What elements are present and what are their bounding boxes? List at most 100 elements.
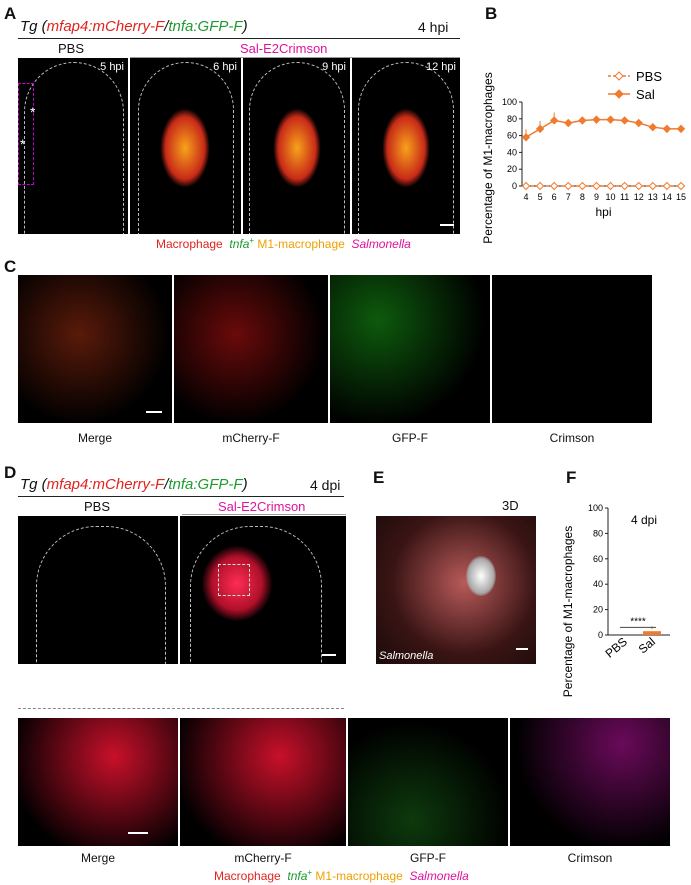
tg-prefix: Tg ( xyxy=(20,476,47,493)
transgenic-title-a: Tg (mfap4:mCherry-F/tnfa:GFP-F) xyxy=(20,18,248,35)
time-label-a: 4 hpi xyxy=(418,19,449,35)
legend-marker-sal xyxy=(614,89,624,99)
fin-outline xyxy=(358,62,454,234)
time-stamp: 12 hpi xyxy=(426,61,456,73)
caption-d-gfp: GFP-F xyxy=(410,851,446,865)
e-3d-tag: 3D xyxy=(502,498,519,513)
e-salmonella-label: Salmonella xyxy=(379,650,434,662)
image-c-mcherry xyxy=(174,275,328,423)
x-tick-label: 9 xyxy=(594,192,599,202)
image-c-merge xyxy=(18,275,172,423)
tg-sep: / xyxy=(164,18,169,35)
data-point-pbs xyxy=(564,181,573,191)
data-point-pbs xyxy=(620,181,629,191)
x-axis-label: hpi xyxy=(595,205,611,219)
asterisk-marker: * xyxy=(20,136,26,152)
legend-d: Macrophage tnfa+ M1-macrophage Salmonell… xyxy=(214,868,469,883)
fin-outline xyxy=(138,62,234,234)
panel-label-a: A xyxy=(4,4,17,23)
title-rule-a xyxy=(18,38,460,39)
sal-rule-a xyxy=(130,57,460,58)
time-stamp: 6 hpi xyxy=(213,61,237,73)
fin-outline xyxy=(249,62,345,234)
y-tick-label: 40 xyxy=(593,579,603,589)
chart-b: 0 20 40 60 80 100 4 5 6 7 8 9 10 11 12 13 14 15 hpi Percent… xyxy=(481,69,686,244)
data-point-pbs xyxy=(549,181,559,191)
x-tick-label: 10 xyxy=(606,192,616,202)
legend-m1: M1-macrophage xyxy=(312,869,403,883)
data-point-pbs xyxy=(606,181,615,191)
caption-d-merge: Merge xyxy=(80,851,115,865)
asterisk-marker: * xyxy=(30,104,36,120)
panel-label-d: D xyxy=(4,463,17,482)
time-stamp: 5 hpi xyxy=(100,61,124,73)
roi-box xyxy=(18,83,34,185)
data-point-pbs xyxy=(634,181,643,191)
data-point-pbs xyxy=(535,181,545,191)
tg-suffix: ) xyxy=(242,476,248,493)
y-tick-label: 80 xyxy=(507,114,517,124)
legend-salmonella: Salmonella xyxy=(351,237,411,251)
y-tick-label: 60 xyxy=(593,554,603,564)
x-tick-label: 14 xyxy=(662,192,672,202)
y-axis-label: Percentage of M1-macrophages xyxy=(481,72,495,243)
caption-c-gfp: GFP-F xyxy=(392,431,428,445)
legend-label-pbs: PBS xyxy=(636,69,662,84)
legend-tnfa-plus: + xyxy=(249,236,255,245)
y-tick-label: 0 xyxy=(598,630,603,640)
time-stamp: 9 hpi xyxy=(322,61,346,73)
image-d-zoom-mcherry xyxy=(180,718,346,846)
y-tick-label: 60 xyxy=(507,131,517,141)
legend-a: Macrophage tnfa+ M1-macrophage Salmonell… xyxy=(156,236,411,251)
data-point-sal xyxy=(676,124,686,134)
image-sal-6hpi: 6 hpi xyxy=(130,58,241,234)
image-d-zoom-merge xyxy=(18,718,178,846)
salmonella-cluster xyxy=(466,556,496,596)
x-tick-label: Sal xyxy=(636,635,658,657)
image-pbs-5hpi: * * 5 hpi xyxy=(18,58,128,234)
data-point-pbs xyxy=(521,181,531,191)
legend-tnfa: tnfa xyxy=(229,237,250,251)
x-tick-label: 5 xyxy=(538,192,543,202)
image-d-zoom-crimson xyxy=(510,718,670,846)
tg-sep: / xyxy=(164,476,169,493)
data-point-sal xyxy=(592,115,601,124)
data-point-sal xyxy=(564,118,573,128)
series-line-sal xyxy=(525,118,681,138)
image-d-pbs xyxy=(18,516,178,664)
image-e-3d: Salmonella xyxy=(376,516,536,664)
scale-bar xyxy=(322,654,336,656)
y-tick-label: 20 xyxy=(593,605,603,615)
x-tick-label: 6 xyxy=(552,192,557,202)
scale-bar xyxy=(146,411,162,413)
infection-site xyxy=(382,108,430,188)
data-point-sal xyxy=(648,122,658,132)
legend-label-sal: Sal xyxy=(636,87,655,102)
panel-label-e: E xyxy=(373,468,385,487)
time-label-d: 4 dpi xyxy=(310,477,341,493)
annotation-4dpi: 4 dpi xyxy=(631,513,657,527)
panel-label-b: B xyxy=(485,4,498,23)
infection-site xyxy=(160,108,210,188)
chart-f: 0 20 40 60 80 100 PBS Sal **** 4 dpi Percentage of… xyxy=(561,503,670,697)
zoom-box xyxy=(218,564,250,596)
title-rule-d xyxy=(18,496,344,497)
significance-label: **** xyxy=(630,616,646,627)
image-c-crimson xyxy=(492,275,652,423)
tg-suffix: ) xyxy=(242,18,248,35)
pbs-label-a: PBS xyxy=(58,41,85,56)
data-point-pbs xyxy=(662,181,672,191)
tg-red: mfap4:mCherry-F xyxy=(46,18,165,35)
y-tick-label: 20 xyxy=(507,164,517,174)
tg-red: mfap4:mCherry-F xyxy=(46,476,165,493)
scale-bar xyxy=(128,832,148,834)
fin-outline xyxy=(36,526,166,664)
legend-m1: M1-macrophage xyxy=(254,237,345,251)
panel-label-f: F xyxy=(566,468,577,487)
tg-green: tnfa:GFP-F xyxy=(168,18,243,35)
data-point-sal xyxy=(606,115,615,124)
image-d-sal xyxy=(180,516,346,664)
panel-label-c: C xyxy=(4,257,17,276)
image-c-gfp xyxy=(330,275,490,423)
legend-macrophage: Macrophage xyxy=(156,237,223,251)
